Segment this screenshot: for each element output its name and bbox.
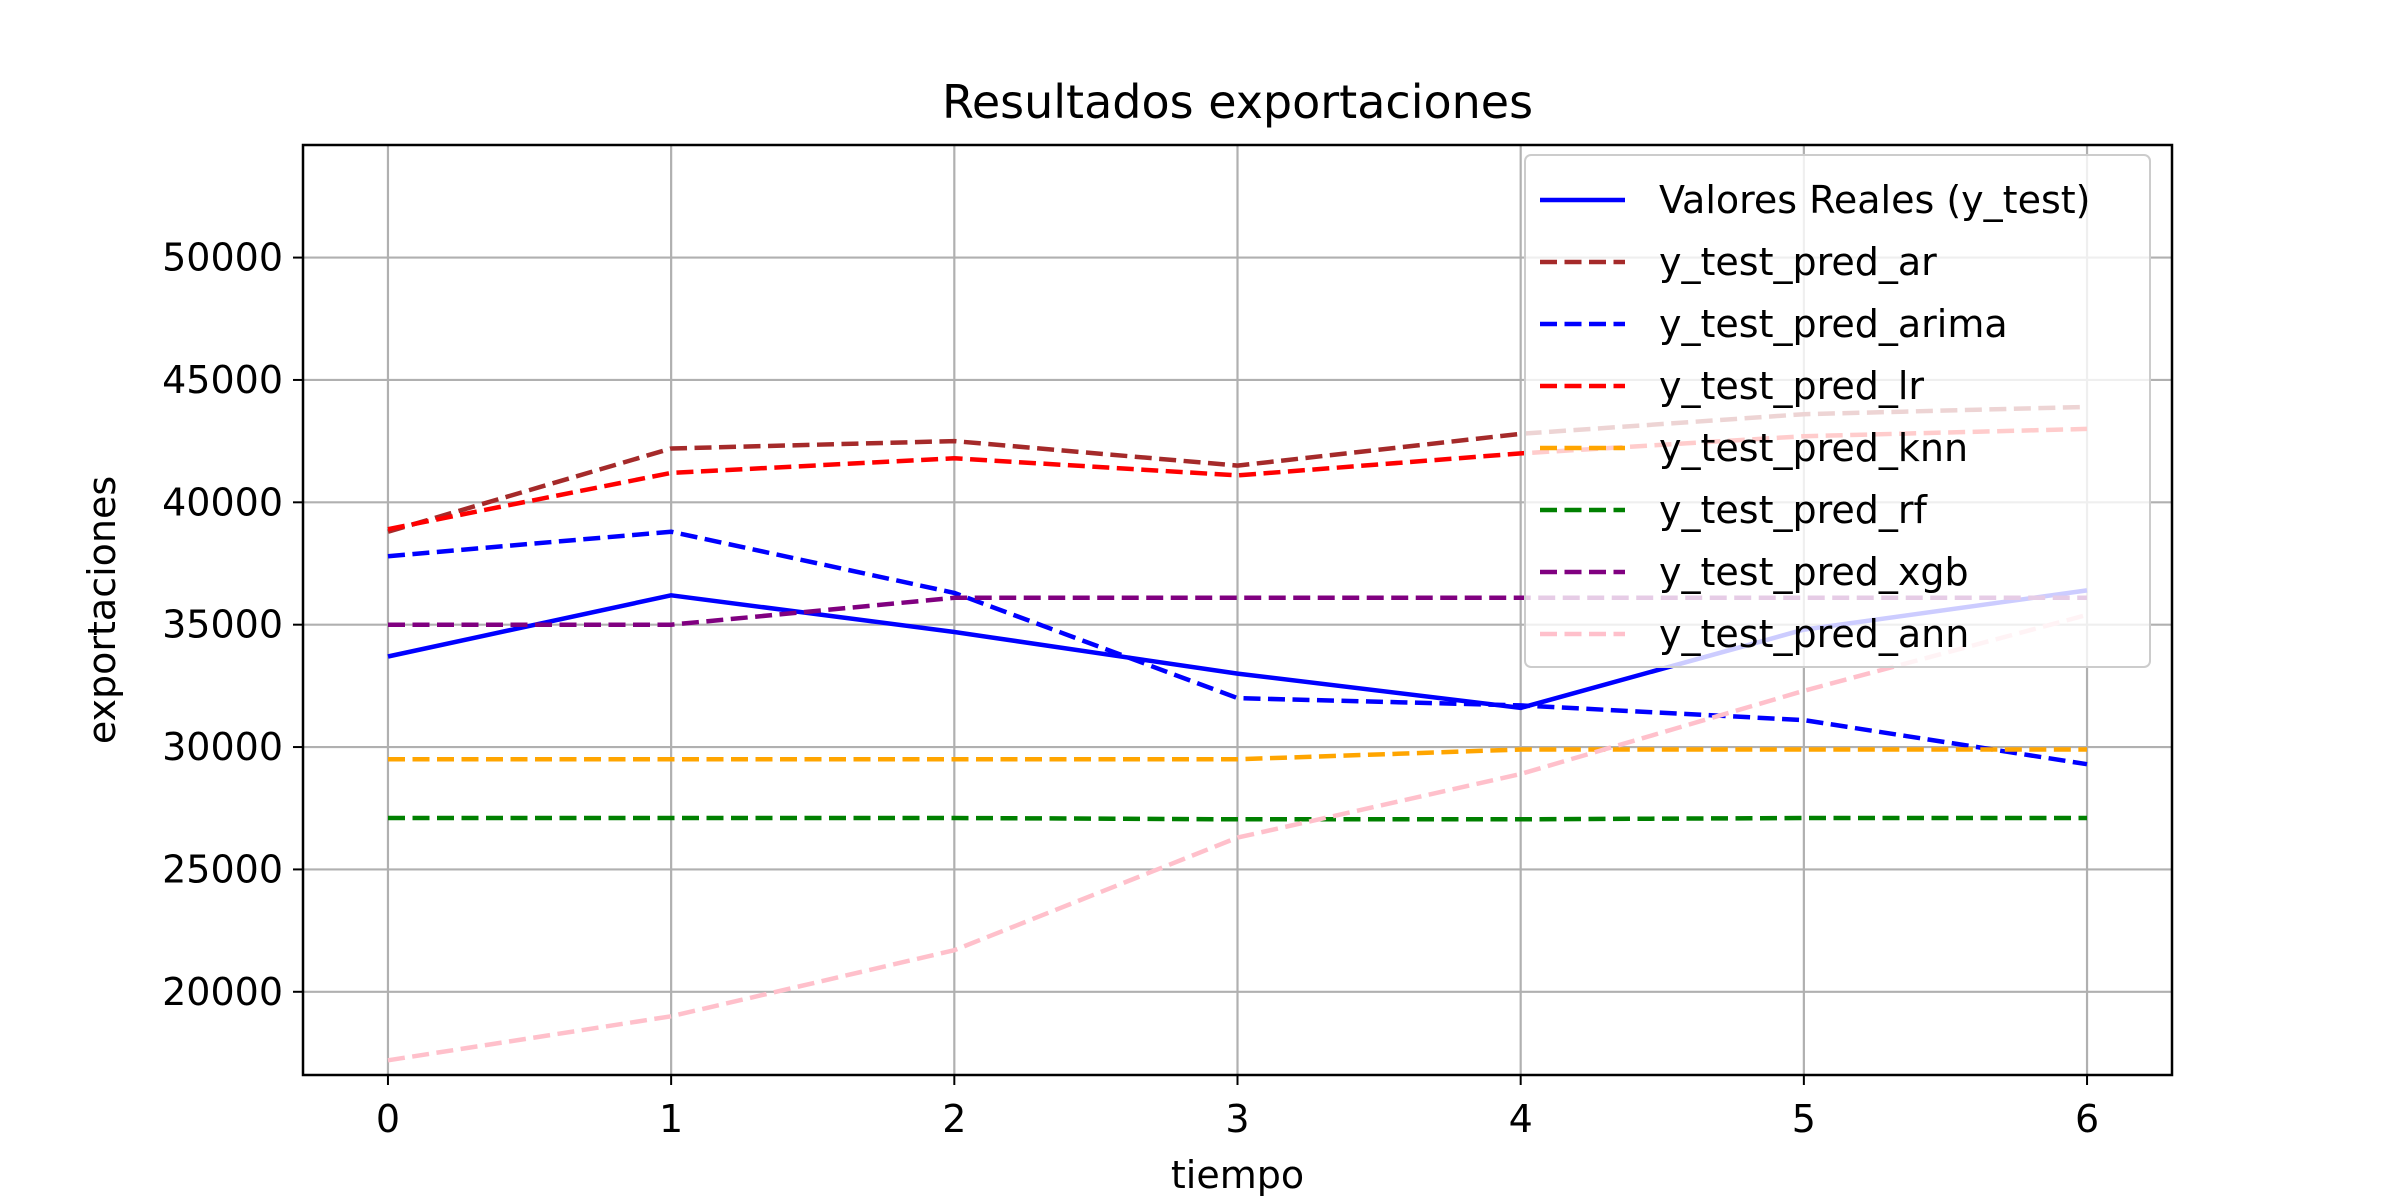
chart-title: Resultados exportaciones: [942, 75, 1533, 129]
y-axis-label: exportaciones: [80, 476, 124, 744]
y-tick-label: 30000: [162, 725, 283, 769]
x-tick-label: 5: [1792, 1097, 1816, 1141]
x-tick-label: 4: [1509, 1097, 1533, 1141]
series-line-y-test-pred-rf: [388, 815, 2087, 822]
series-line-y-test-pred-ann: [387, 612, 2088, 1063]
x-tick-label: 2: [942, 1097, 966, 1141]
legend: Valores Reales (y_test) y_test_pred_ar y_t…: [1524, 154, 2151, 668]
x-tick-label: 1: [659, 1097, 683, 1141]
legend-entry-label: Valores Reales (y_test): [1659, 178, 2090, 222]
legend-entry-label: y_test_pred_ann: [1659, 612, 1969, 656]
x-ticks: 0 1 2 3 4 5 6: [376, 1075, 2099, 1141]
legend-entry-label: y_test_pred_ar: [1659, 240, 1937, 284]
legend-box: [1524, 154, 2151, 668]
y-tick-label: 35000: [162, 603, 283, 647]
x-tick-label: 6: [2075, 1097, 2099, 1141]
y-tick-label: 45000: [162, 358, 283, 402]
legend-entry-label: y_test_pred_rf: [1659, 488, 1928, 532]
x-tick-label: 3: [1225, 1097, 1249, 1141]
y-tick-label: 40000: [162, 480, 283, 524]
series-line-y-test-pred-knn: [388, 747, 2087, 762]
legend-entry-label: y_test_pred_lr: [1659, 364, 1924, 408]
x-tick-label: 0: [376, 1097, 400, 1141]
series-line-y-test-pred-arima: [387, 529, 2088, 767]
y-tick-label: 20000: [162, 970, 283, 1014]
x-axis-label: tiempo: [1171, 1153, 1304, 1197]
y-ticks: 20000 25000 30000 35000 40000 45000 50000: [162, 236, 303, 1014]
legend-entry-label: y_test_pred_arima: [1659, 302, 2008, 346]
legend-entry-label: y_test_pred_xgb: [1659, 550, 1969, 594]
y-tick-label: 50000: [162, 236, 283, 280]
series-line-y-test-pred-xgb: [388, 595, 2087, 627]
y-tick-label: 25000: [162, 847, 283, 891]
legend-entry-label: y_test_pred_knn: [1659, 426, 1968, 470]
